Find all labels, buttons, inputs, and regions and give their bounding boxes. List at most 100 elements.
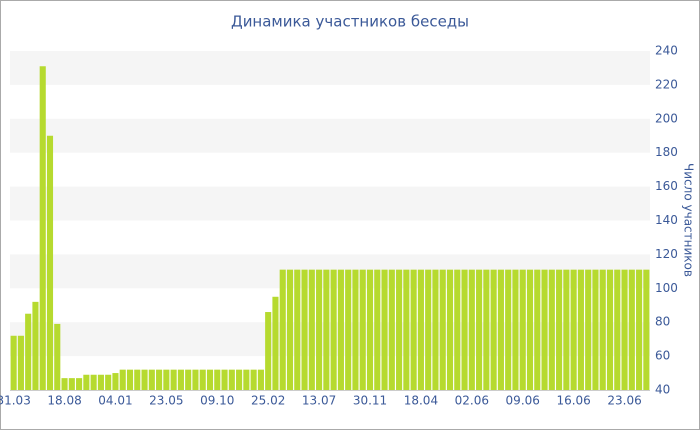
bar — [17, 335, 24, 390]
bar — [468, 269, 475, 390]
bar — [643, 269, 650, 390]
bar — [323, 269, 330, 390]
bar — [141, 369, 148, 390]
bar — [366, 269, 374, 390]
bar — [25, 313, 32, 390]
bar — [163, 369, 170, 390]
bar — [236, 369, 243, 390]
bar — [170, 369, 177, 390]
bar — [476, 269, 483, 390]
bar — [614, 269, 621, 390]
x-tick-label: 18.04 — [404, 394, 438, 408]
bar — [257, 369, 264, 390]
bar — [403, 269, 410, 390]
y-tick-label: 60 — [655, 349, 670, 363]
bar — [388, 269, 395, 390]
bar — [636, 269, 643, 390]
bar — [294, 269, 301, 390]
bar — [417, 269, 424, 390]
bar — [410, 269, 417, 390]
bar — [599, 269, 606, 390]
bar — [32, 301, 39, 390]
bar — [83, 374, 90, 390]
grid-band — [10, 186, 650, 221]
bar — [316, 269, 323, 390]
bar — [505, 269, 512, 390]
bar — [541, 269, 548, 390]
bar — [76, 378, 83, 390]
bar — [483, 269, 490, 390]
bar — [134, 369, 141, 390]
bar — [454, 269, 461, 390]
bar — [585, 269, 592, 390]
bar — [156, 369, 163, 390]
x-tick-label: 31.03 — [0, 394, 31, 408]
y-tick-label: 100 — [655, 281, 678, 295]
bar — [345, 269, 352, 390]
grid-band — [10, 118, 650, 153]
bar — [286, 269, 294, 390]
bar — [250, 369, 257, 390]
bar — [534, 269, 541, 390]
x-tick-label: 23.06 — [607, 394, 641, 408]
bar — [621, 269, 628, 390]
grid-band — [10, 51, 650, 85]
y-tick-label: 120 — [655, 247, 678, 261]
bar — [279, 269, 286, 390]
bar — [228, 369, 235, 390]
bar — [628, 269, 635, 390]
y-tick-label: 40 — [655, 383, 670, 397]
bar — [606, 269, 614, 390]
bar — [548, 269, 555, 390]
bar — [206, 369, 214, 390]
bar — [439, 269, 446, 390]
chart-title: Динамика участников беседы — [231, 13, 469, 31]
bar — [148, 369, 155, 390]
x-tick-label: 09.10 — [200, 394, 234, 408]
bar — [199, 369, 206, 390]
bar — [301, 269, 308, 390]
bar — [432, 269, 439, 390]
bar — [221, 369, 228, 390]
x-tick-label: 02.06 — [455, 394, 489, 408]
x-tick-label: 16.06 — [556, 394, 590, 408]
bar — [126, 369, 134, 390]
bar — [68, 378, 75, 390]
bar — [359, 269, 366, 390]
bar — [177, 369, 184, 390]
bar — [112, 373, 119, 390]
x-tick-label: 23.05 — [149, 394, 183, 408]
bar — [330, 269, 337, 390]
x-tick-label: 09.06 — [506, 394, 540, 408]
bar — [512, 269, 519, 390]
bar — [526, 269, 534, 390]
bar — [265, 312, 272, 390]
bar — [119, 369, 126, 390]
y-tick-label: 180 — [655, 145, 678, 159]
bar — [185, 369, 192, 390]
bar — [381, 269, 388, 390]
bar — [192, 369, 199, 390]
y-tick-label: 140 — [655, 213, 678, 227]
bar — [39, 66, 46, 390]
bar — [46, 135, 54, 390]
bar — [425, 269, 432, 390]
bar — [570, 269, 577, 390]
bar — [490, 269, 497, 390]
y-tick-label: 240 — [655, 44, 678, 58]
x-tick-label: 25.02 — [251, 394, 285, 408]
bar — [97, 374, 104, 390]
bar — [592, 269, 599, 390]
bar — [577, 269, 584, 390]
bar — [243, 369, 250, 390]
bar — [61, 378, 68, 390]
bar — [352, 269, 359, 390]
bar — [90, 374, 97, 390]
bar — [556, 269, 563, 390]
bar — [105, 374, 112, 390]
bar — [396, 269, 403, 390]
bar — [461, 269, 468, 390]
bar — [497, 269, 504, 390]
bar — [308, 269, 315, 390]
